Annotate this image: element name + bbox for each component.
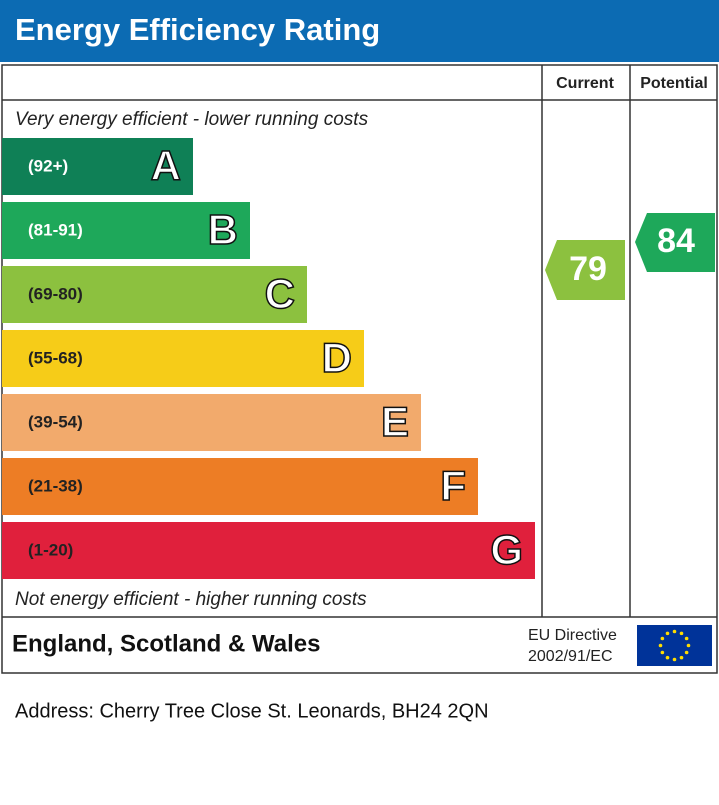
- band: [2, 138, 193, 195]
- column-header: Current: [556, 75, 614, 92]
- star: [679, 631, 684, 636]
- address: Address: Cherry Tree Close St. Leonards,…: [15, 700, 489, 722]
- star: [658, 643, 663, 648]
- band-letter: B: [208, 206, 238, 253]
- band-letter: C: [265, 270, 295, 317]
- star: [686, 643, 691, 648]
- current-arrow: [545, 240, 625, 300]
- band: [2, 522, 535, 579]
- band: [2, 266, 307, 323]
- star: [679, 655, 684, 660]
- eu-stars: [658, 629, 691, 662]
- current-value: 79: [569, 250, 607, 288]
- star: [672, 657, 677, 662]
- star: [684, 650, 689, 655]
- star: [665, 655, 670, 660]
- band-letter: F: [440, 462, 466, 509]
- band-range: (21-38): [28, 476, 83, 495]
- band: [2, 202, 250, 259]
- band: [2, 330, 364, 387]
- title: Energy Efficiency Rating: [15, 12, 380, 47]
- directive: EU Directive: [528, 627, 617, 644]
- band-range: (55-68): [28, 348, 83, 367]
- band-letter: E: [381, 398, 409, 445]
- potential-value: 84: [657, 222, 695, 260]
- directive: 2002/91/EC: [528, 648, 613, 665]
- band-range: (39-54): [28, 412, 83, 431]
- band-range: (69-80): [28, 284, 83, 303]
- star: [660, 650, 665, 655]
- star: [672, 629, 677, 634]
- bands: (92+) A (81-91) B (69-80) C (55-68) D (39-54) E (2…: [2, 138, 535, 579]
- bottom-note: Not energy efficient - higher running co…: [15, 589, 367, 610]
- band-letter: D: [322, 334, 352, 381]
- star: [684, 636, 689, 641]
- star: [665, 631, 670, 636]
- band-range: (92+): [28, 156, 68, 175]
- top-note: Very energy efficient - lower running co…: [15, 109, 369, 130]
- band-range: (1-20): [28, 540, 73, 559]
- band-letter: A: [151, 142, 181, 189]
- column-header: Potential: [640, 75, 708, 92]
- band: [2, 458, 478, 515]
- star: [660, 636, 665, 641]
- potential-arrow: [635, 213, 715, 272]
- band-letter: G: [490, 526, 523, 573]
- band-range: (81-91): [28, 220, 83, 239]
- band: [2, 394, 421, 451]
- title-bar: [0, 0, 719, 62]
- region: England, Scotland & Wales: [12, 630, 320, 657]
